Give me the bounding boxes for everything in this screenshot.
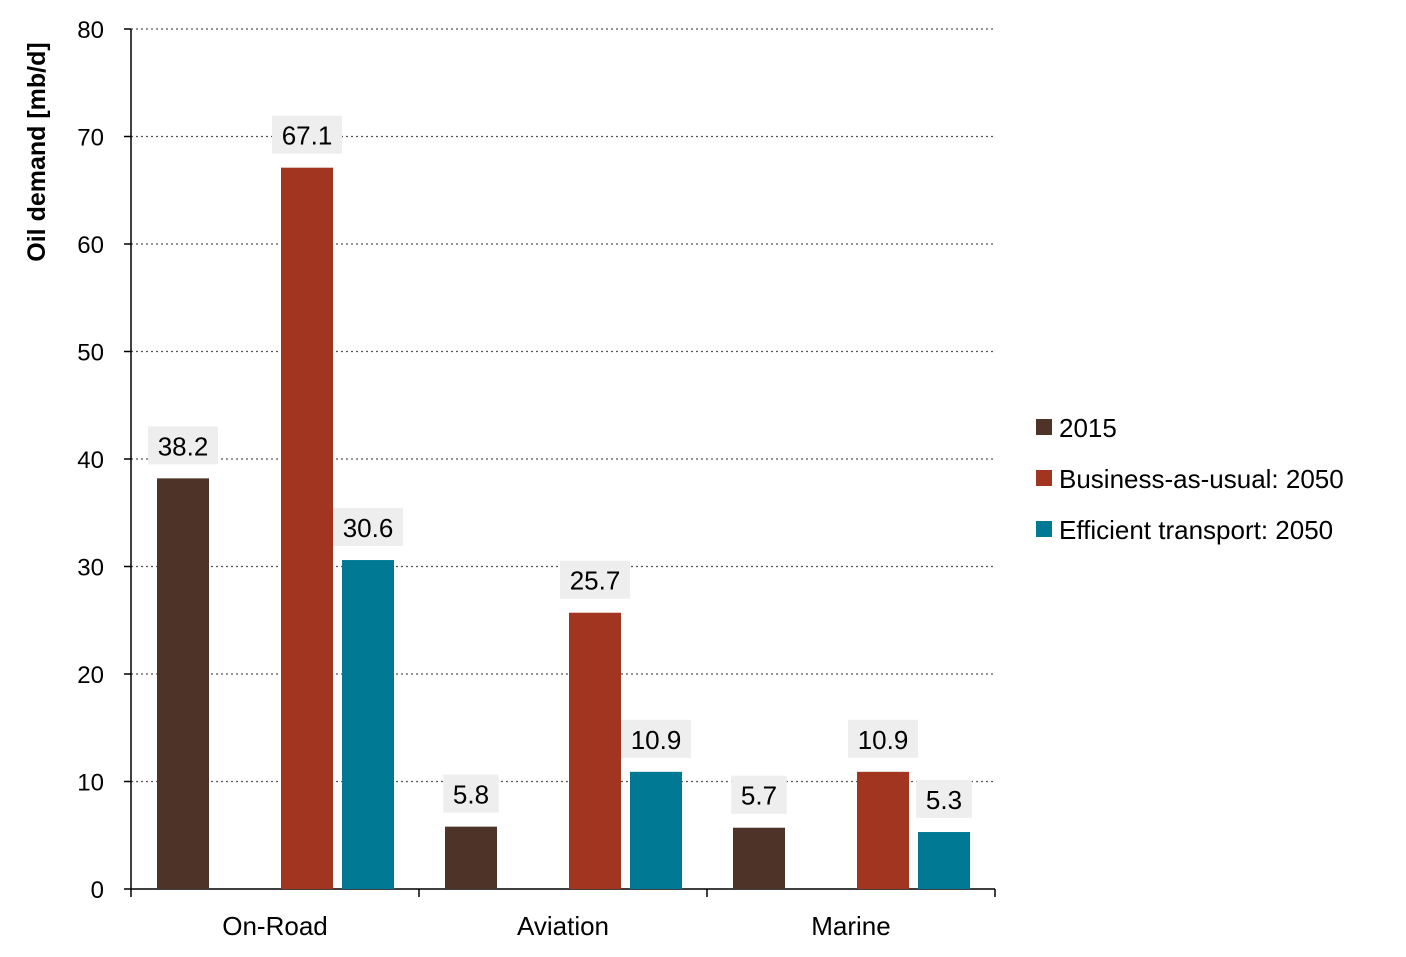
data-label: 30.6 <box>343 513 394 543</box>
bar <box>342 560 394 889</box>
bar <box>857 771 909 889</box>
legend-label: Business-as-usual: 2050 <box>1059 464 1344 494</box>
data-label-background <box>848 719 918 758</box>
bar <box>569 612 621 889</box>
y-tick-label: 70 <box>77 125 104 152</box>
data-label: 5.8 <box>453 780 489 810</box>
data-label-background <box>916 780 972 819</box>
y-tick-label: 80 <box>77 17 104 44</box>
data-label: 10.9 <box>631 725 682 755</box>
data-label: 67.1 <box>282 121 333 151</box>
bar <box>157 478 209 889</box>
y-tick-label: 50 <box>77 340 104 367</box>
data-label: 5.3 <box>926 785 962 815</box>
gridlines <box>131 28 995 783</box>
data-label-background <box>621 719 691 758</box>
category-labels: On-Road Aviation Marine <box>222 911 890 941</box>
data-label: 38.2 <box>158 431 209 461</box>
data-label-background <box>148 426 218 465</box>
legend-label: Efficient transport: 2050 <box>1059 515 1333 545</box>
data-labels: 38.2 5.8 5.7 67.1 25.7 10.9 30.6 10.9 5.3 <box>148 115 972 819</box>
y-tick-label: 10 <box>77 770 104 797</box>
bars <box>157 167 970 890</box>
legend-swatch <box>1036 521 1052 537</box>
legend-swatch <box>1036 419 1052 435</box>
legend-swatch <box>1036 470 1052 486</box>
y-tick-label: 60 <box>77 232 104 259</box>
data-label-background <box>333 508 403 547</box>
y-tick-label: 20 <box>77 662 104 689</box>
y-axis-label: Oil demand [mb/d] <box>23 42 51 261</box>
bar <box>630 771 682 889</box>
data-label-background <box>560 560 630 599</box>
x-tick-label: On-Road <box>222 911 328 941</box>
data-label-background <box>443 774 499 813</box>
data-label: 25.7 <box>570 566 621 596</box>
y-tick-label: 0 <box>91 877 104 904</box>
bar <box>281 167 333 890</box>
y-tick-label: 30 <box>77 555 104 582</box>
data-label-background <box>731 775 787 814</box>
y-axis-ticks: 0 10 20 30 40 50 60 70 80 <box>77 17 131 904</box>
bar <box>918 832 970 889</box>
x-tick-label: Aviation <box>517 911 609 941</box>
y-tick-label: 40 <box>77 447 104 474</box>
bar <box>733 827 785 889</box>
legend-label: 2015 <box>1059 413 1117 443</box>
data-label-background <box>272 115 342 154</box>
data-label: 5.7 <box>741 781 777 811</box>
bar <box>445 826 497 889</box>
data-label: 10.9 <box>858 725 909 755</box>
axes <box>130 29 996 897</box>
x-tick-label: Marine <box>811 911 890 941</box>
legend: 2015 Business-as-usual: 2050 Efficient tra… <box>1036 413 1344 545</box>
